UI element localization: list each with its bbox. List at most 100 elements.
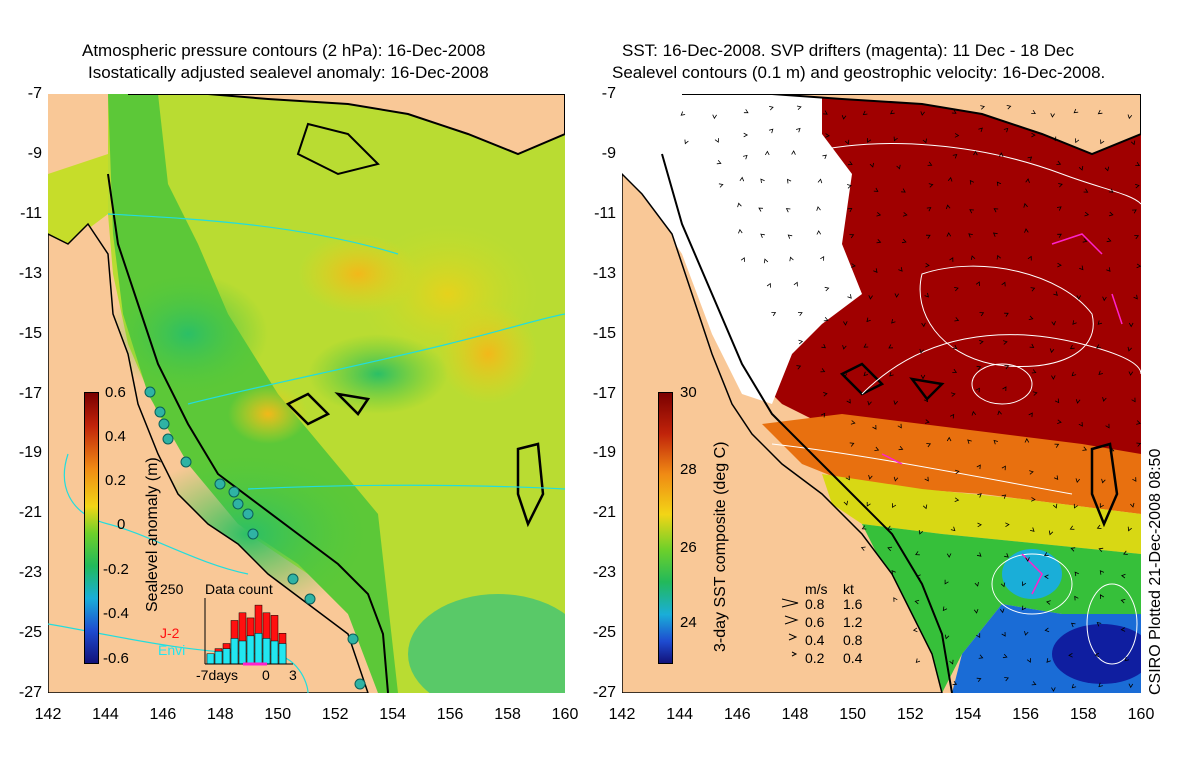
velocity-arrow xyxy=(888,344,894,349)
velocity-arrow xyxy=(922,504,928,510)
y-axis-tick-label: -9 xyxy=(601,144,616,162)
y-axis-tick-label: -17 xyxy=(592,384,616,402)
velocity-arrow xyxy=(1108,211,1114,217)
velocity-arrow xyxy=(954,133,960,138)
velocity-arrow xyxy=(849,234,855,239)
velocity-arrow xyxy=(1001,494,1007,499)
x-axis-tick-label: 144 xyxy=(92,706,119,723)
y-axis-tick-label: -15 xyxy=(592,324,616,342)
velocity-arrow xyxy=(768,128,774,134)
velocity-arrow xyxy=(1029,470,1034,475)
velocity-arrow xyxy=(1023,202,1028,208)
velocity-arrow xyxy=(1000,582,1006,588)
y-axis-tick-label: -27 xyxy=(18,684,42,701)
velocity-arrow xyxy=(1104,166,1110,172)
velocity-arrow xyxy=(816,206,821,211)
velocity-arrow xyxy=(791,150,796,155)
velocity-arrow xyxy=(867,138,872,143)
colorbar-tick: 28 xyxy=(680,461,697,478)
velocity-arrow xyxy=(893,597,898,602)
velocity-arrow xyxy=(973,608,979,614)
velocity-arrow xyxy=(820,412,826,418)
x-axis-tick-label: 154 xyxy=(379,706,406,723)
velocity-arrow xyxy=(1136,420,1141,425)
velocity-arrow xyxy=(1128,371,1134,376)
velocity-arrow xyxy=(740,257,745,262)
velocity-arrow xyxy=(769,106,774,111)
velocity-arrow xyxy=(1031,681,1037,686)
velocity-arrow xyxy=(737,202,742,208)
velocity-arrow xyxy=(974,582,979,587)
velocity-arrow xyxy=(920,374,926,380)
y-axis-tick-label: -11 xyxy=(20,204,42,222)
velocity-arrow xyxy=(739,176,745,182)
velocity-arrow xyxy=(952,368,958,373)
velocity-arrow xyxy=(1028,315,1034,320)
velocity-arrow xyxy=(1046,658,1051,663)
velocity-arrow xyxy=(1128,322,1134,328)
velocity-arrow xyxy=(970,255,976,260)
velocity-arrow xyxy=(1048,530,1054,536)
velocity-arrow xyxy=(993,208,999,213)
velocity-arrow xyxy=(976,464,981,470)
velocity-arrow xyxy=(1078,422,1083,427)
velocity-arrow xyxy=(1072,320,1077,325)
velocity-arrow xyxy=(944,579,949,585)
pressure-contour xyxy=(107,213,399,255)
velocity-arrow xyxy=(866,502,871,507)
velocity-arrow xyxy=(1097,109,1103,115)
legend-envi: Envi xyxy=(158,642,186,658)
new-guinea-land xyxy=(128,94,565,156)
velocity-legend-ms: 0.4 xyxy=(805,632,825,648)
reef-contour xyxy=(661,153,953,693)
velocity-arrow xyxy=(952,680,958,686)
velocity-arrow xyxy=(1094,652,1100,658)
velocity-arrow xyxy=(872,424,877,430)
colorbar-tick: 0.4 xyxy=(105,428,126,445)
velocity-arrow xyxy=(996,181,1002,187)
velocity-arrow xyxy=(889,371,894,377)
velocity-arrow xyxy=(924,476,929,482)
velocity-legend-kt: 1.6 xyxy=(843,596,863,612)
velocity-legend-ms-header: m/s xyxy=(805,581,828,597)
velocity-arrow xyxy=(1084,211,1090,217)
new-caledonia xyxy=(1090,442,1119,528)
velocity-arrow xyxy=(980,105,986,110)
geostrophic-velocity-arrows xyxy=(680,105,1141,692)
velocity-arrow xyxy=(1050,113,1055,118)
velocity-arrow xyxy=(1124,656,1130,662)
velocity-arrow xyxy=(954,317,960,322)
x-axis-tick-label: 154 xyxy=(954,706,982,723)
y-axis-tick-label: -7 xyxy=(601,85,616,102)
velocity-arrow xyxy=(820,255,825,261)
velocity-arrow xyxy=(1027,156,1033,161)
velocity-arrow xyxy=(1006,105,1012,110)
velocity-arrow xyxy=(976,365,982,371)
velocity-arrow xyxy=(894,293,900,298)
sst-yellow-band xyxy=(822,474,1141,554)
velocity-arrow xyxy=(1098,547,1104,553)
sst-no-data-cloud xyxy=(852,114,922,194)
australia-land xyxy=(48,222,369,693)
velocity-arrow xyxy=(1069,344,1075,349)
velocity-arrow xyxy=(915,551,920,556)
colorbar-tick: 0 xyxy=(117,516,126,533)
velocity-arrow xyxy=(925,262,930,268)
velocity-arrow xyxy=(992,232,998,237)
velocity-arrow xyxy=(1030,287,1036,292)
velocity-arrow xyxy=(817,178,823,184)
velocity-arrow xyxy=(716,160,722,165)
velocity-arrow xyxy=(845,475,850,481)
velocity-arrow xyxy=(1001,281,1006,287)
velocity-arrow xyxy=(743,154,748,160)
pressure-contour xyxy=(247,484,565,490)
velocity-arrow xyxy=(1082,446,1088,451)
new-guinea-land xyxy=(682,94,1141,156)
y-axis-tick-label: -13 xyxy=(18,264,42,282)
velocity-arrow xyxy=(1102,397,1107,402)
velocity-arrow xyxy=(823,110,828,115)
velocity-arrow xyxy=(950,526,956,532)
velocity-legend-ms: 0.2 xyxy=(805,650,825,666)
pressure-contour xyxy=(63,453,249,575)
velocity-arrow xyxy=(789,256,794,262)
